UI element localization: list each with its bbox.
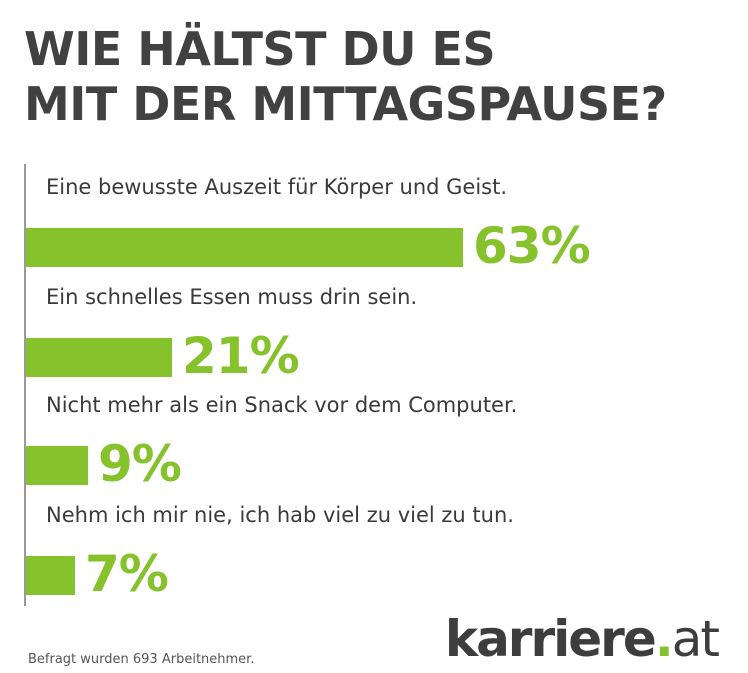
footnote: Befragt wurden 693 Arbeitnehmer. <box>28 652 255 667</box>
logo-suffix: at <box>671 610 720 668</box>
bar-row: Nehm ich mir nie, ich hab viel zu viel z… <box>26 503 726 613</box>
value-label: 7% <box>85 545 169 603</box>
value-label: 21% <box>182 327 300 385</box>
category-label: Ein schnelles Essen muss drin sein. <box>46 285 418 309</box>
karriere-logo: karriere.at <box>444 610 720 668</box>
bar-row: Eine bewusste Auszeit für Körper und Gei… <box>26 175 726 285</box>
bar-row: Ein schnelles Essen muss drin sein. 21% <box>26 285 726 395</box>
category-label: Eine bewusste Auszeit für Körper und Gei… <box>46 175 508 199</box>
logo-dot: . <box>654 610 674 668</box>
category-label: Nehm ich mir nie, ich hab viel zu viel z… <box>46 503 514 527</box>
title-line-2: MIT DER MITTAGSPAUSE? <box>24 77 667 131</box>
bar <box>26 228 463 267</box>
value-label: 63% <box>473 217 591 275</box>
bar-row: Nicht mehr als ein Snack vor dem Compute… <box>26 393 726 503</box>
bar <box>26 556 75 595</box>
category-label: Nicht mehr als ein Snack vor dem Compute… <box>46 393 518 417</box>
logo-word: karriere <box>444 610 657 668</box>
value-label: 9% <box>98 435 182 493</box>
axis-line <box>24 164 26 606</box>
chart-title: WIE HÄLTST DU ES MIT DER MITTAGSPAUSE? <box>24 22 667 132</box>
title-line-1: WIE HÄLTST DU ES <box>24 22 496 76</box>
bar <box>26 338 172 377</box>
bar <box>26 446 88 485</box>
